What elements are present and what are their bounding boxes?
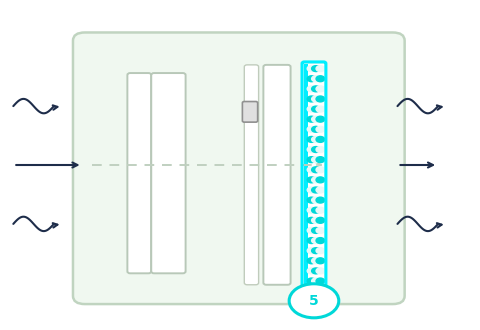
Circle shape <box>316 76 324 82</box>
Circle shape <box>312 86 320 92</box>
Circle shape <box>316 126 324 132</box>
Circle shape <box>307 76 316 82</box>
Circle shape <box>316 116 324 122</box>
Circle shape <box>312 207 320 213</box>
FancyBboxPatch shape <box>242 102 258 122</box>
Circle shape <box>316 177 324 183</box>
Circle shape <box>316 96 324 102</box>
Circle shape <box>316 278 324 284</box>
Circle shape <box>316 137 324 142</box>
Circle shape <box>312 197 320 203</box>
Circle shape <box>312 278 320 284</box>
Circle shape <box>316 227 324 233</box>
Circle shape <box>312 126 320 132</box>
Circle shape <box>312 66 320 72</box>
Circle shape <box>307 227 316 233</box>
Circle shape <box>312 157 320 163</box>
Circle shape <box>307 96 316 102</box>
Circle shape <box>312 106 320 112</box>
Circle shape <box>316 268 324 274</box>
Circle shape <box>312 96 320 102</box>
Circle shape <box>316 167 324 173</box>
Circle shape <box>312 76 320 82</box>
FancyBboxPatch shape <box>73 32 405 304</box>
FancyBboxPatch shape <box>151 73 186 273</box>
Circle shape <box>312 116 320 122</box>
Circle shape <box>312 248 320 254</box>
Circle shape <box>307 258 316 264</box>
Bar <box>304 64 324 286</box>
Circle shape <box>312 227 320 233</box>
Circle shape <box>316 217 324 223</box>
Circle shape <box>316 238 324 244</box>
Circle shape <box>307 147 316 152</box>
FancyBboxPatch shape <box>127 73 151 273</box>
Circle shape <box>312 217 320 223</box>
Circle shape <box>312 187 320 193</box>
Circle shape <box>316 248 324 254</box>
Circle shape <box>307 187 316 193</box>
Circle shape <box>307 137 316 142</box>
Circle shape <box>307 157 316 163</box>
Circle shape <box>307 106 316 112</box>
Circle shape <box>307 197 316 203</box>
Circle shape <box>312 177 320 183</box>
Circle shape <box>312 167 320 173</box>
Circle shape <box>316 86 324 92</box>
Circle shape <box>312 137 320 142</box>
Circle shape <box>312 238 320 244</box>
Circle shape <box>307 248 316 254</box>
Circle shape <box>307 207 316 213</box>
Circle shape <box>307 167 316 173</box>
Circle shape <box>316 157 324 163</box>
Circle shape <box>316 147 324 152</box>
Circle shape <box>307 126 316 132</box>
FancyBboxPatch shape <box>244 65 259 285</box>
FancyBboxPatch shape <box>264 65 290 285</box>
Circle shape <box>312 268 320 274</box>
Circle shape <box>316 106 324 112</box>
Bar <box>304 64 308 286</box>
Circle shape <box>312 258 320 264</box>
Circle shape <box>316 66 324 72</box>
Circle shape <box>307 66 316 72</box>
Circle shape <box>307 217 316 223</box>
Circle shape <box>289 284 339 318</box>
Circle shape <box>316 258 324 264</box>
Circle shape <box>307 268 316 274</box>
Circle shape <box>307 116 316 122</box>
Circle shape <box>307 177 316 183</box>
Circle shape <box>307 278 316 284</box>
Circle shape <box>307 86 316 92</box>
Circle shape <box>307 238 316 244</box>
Circle shape <box>316 207 324 213</box>
Text: 5: 5 <box>309 294 319 308</box>
Circle shape <box>316 197 324 203</box>
Circle shape <box>312 147 320 152</box>
Circle shape <box>289 284 339 318</box>
Circle shape <box>316 187 324 193</box>
